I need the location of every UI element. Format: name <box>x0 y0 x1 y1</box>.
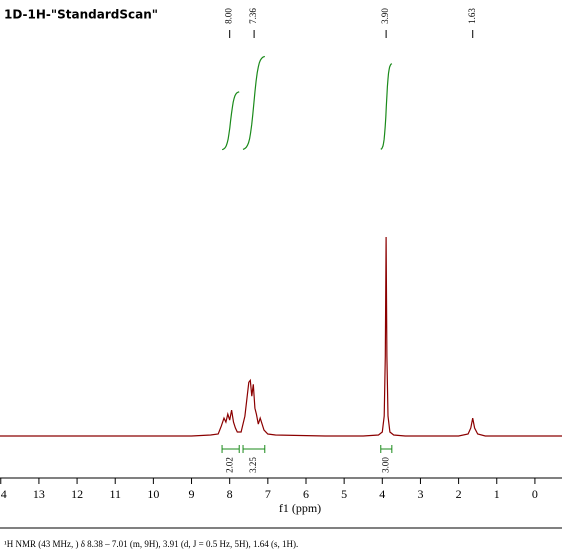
integral-label: 3.25 <box>248 457 258 473</box>
x-tick-label: 1 <box>494 487 500 501</box>
x-tick-label: 9 <box>189 487 195 501</box>
integral-curve <box>242 55 266 150</box>
integral-bracket <box>221 445 240 453</box>
footnote: ¹H NMR (43 MHz, ) δ 8.38 – 7.01 (m, 9H),… <box>4 539 298 549</box>
peak-label: 8.00 <box>224 8 234 24</box>
peak-label: 3.90 <box>380 8 390 24</box>
x-tick-label: 3 <box>417 487 423 501</box>
x-tick-label: 10 <box>147 487 159 501</box>
x-axis-label: f1 (ppm) <box>279 501 321 515</box>
peak-label: 1.63 <box>467 8 477 24</box>
integral-label: 3.00 <box>380 457 390 473</box>
x-tick-label: 13 <box>33 487 45 501</box>
integral-bracket <box>242 445 266 453</box>
x-tick-label: 5 <box>341 487 347 501</box>
spectrum <box>0 236 562 437</box>
chart-title: 1D-1H-"StandardScan" <box>4 8 158 22</box>
peak-label: 7.36 <box>248 8 258 24</box>
integral-curve <box>380 63 393 150</box>
x-tick-label: 4 <box>379 487 385 501</box>
integral-bracket <box>380 445 393 453</box>
x-tick-label: 14 <box>0 487 7 501</box>
x-tick-label: 12 <box>71 487 83 501</box>
x-tick-label: 0 <box>532 487 538 501</box>
x-tick-label: 7 <box>265 487 271 501</box>
x-tick-label: 2 <box>456 487 462 501</box>
x-tick-label: 8 <box>227 487 233 501</box>
integral-label: 2.02 <box>225 457 235 473</box>
x-tick-label: 11 <box>109 487 121 501</box>
integral-curve <box>221 91 240 151</box>
x-tick-label: 6 <box>303 487 309 501</box>
